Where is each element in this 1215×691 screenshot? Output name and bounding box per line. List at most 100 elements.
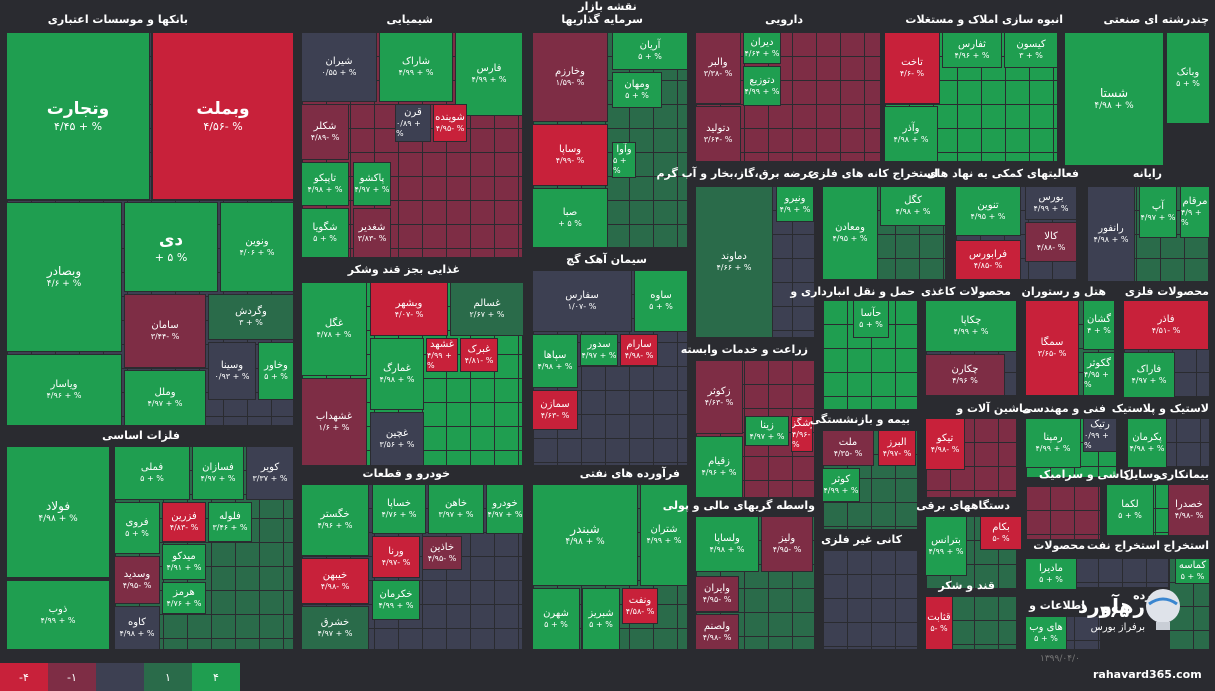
stock-cell[interactable]: فلوله ۳/۴۶ + % [208, 502, 252, 542]
stock-cell[interactable]: ولصنم ۴/۹۸- % [695, 614, 739, 650]
stock-cell[interactable]: ساوه ۵ + % [634, 270, 688, 332]
stock-cell[interactable]: خگستر ۴/۹۶ + % [301, 484, 369, 556]
stock-cell[interactable]: فسازان ۴/۹۷ + % [192, 446, 244, 500]
stock-cell[interactable]: قثابت ۵- % [925, 596, 953, 650]
stock-cell[interactable]: خاذین ۴/۹۵- % [422, 536, 462, 570]
stock-cell[interactable]: وخاور ۵ + % [258, 342, 294, 400]
stock-cell[interactable]: ولیز ۴/۹۵- % [761, 516, 813, 572]
stock-cell[interactable]: شستا ۴/۹۸ + % [1064, 32, 1164, 166]
stock-cell[interactable]: چکاپا ۴/۹۹ + % [925, 300, 1017, 352]
stock-cell[interactable]: خودرو ۴/۹۷ + % [486, 484, 524, 534]
stock-cell[interactable]: شوینده ۴/۹۵- % [433, 104, 467, 142]
stock-cell[interactable]: شیران ۰/۵۵ + % [301, 32, 377, 102]
stock-cell[interactable]: ومهان ۵ + % [612, 72, 662, 108]
stock-cell[interactable]: کالا ۴/۸۸- % [1025, 222, 1077, 262]
stock-cell[interactable]: ذوب ۴/۹۹ + % [6, 580, 110, 650]
stock-cell[interactable]: البرز ۴/۹۷- % [878, 430, 916, 466]
stock-cell[interactable]: غگل ۴/۷۸ + % [301, 282, 367, 376]
stock-cell[interactable]: خصدرا ۴/۹۸- % [1168, 484, 1210, 536]
stock-cell[interactable]: سپاها ۴/۹۸ + % [532, 334, 578, 388]
stock-cell[interactable]: ونیرو ۴/۹ + % [776, 186, 814, 222]
stock-cell[interactable]: ملت ۴/۳۵- % [822, 430, 874, 466]
stock-cell[interactable]: کاوه ۴/۹۸ + % [114, 606, 160, 650]
stock-cell[interactable]: کماسه ۵ + % [1175, 558, 1210, 584]
stock-cell[interactable]: شگویا ۵ + % [301, 208, 349, 258]
stock-cell[interactable]: رمپنا ۴/۹۹ + % [1025, 418, 1081, 468]
stock-cell[interactable]: شتران ۴/۹۹ + % [640, 484, 688, 586]
stock-cell[interactable]: وسدید ۴/۹۵- % [114, 556, 160, 604]
stock-cell[interactable]: دتولید ۳/۶۴- % [695, 106, 741, 162]
stock-cell[interactable]: زشگزا۴/۹۶- % [791, 416, 813, 452]
stock-cell[interactable]: وبشهر ۴/۰۷- % [370, 282, 448, 336]
stock-cell[interactable]: رانفور ۴/۹۸ + % [1087, 186, 1135, 282]
stock-cell[interactable]: شبندر ۴/۹۸ + % [532, 484, 638, 586]
stock-cell[interactable]: ثفارس ۴/۹۶ + % [942, 32, 1002, 68]
stock-cell[interactable]: قرن ۰/۸۹ + % [395, 104, 431, 142]
stock-cell[interactable]: غچین ۳/۵۶ + % [370, 412, 424, 466]
stock-cell[interactable]: خکرمان ۴/۹۹ + % [372, 580, 420, 620]
stock-cell[interactable]: غسالم ۲/۶۷ + % [450, 282, 524, 336]
stock-cell[interactable]: آپ ۴/۹۷ + % [1139, 186, 1177, 238]
stock-cell[interactable]: ونفت ۴/۵۸- % [622, 588, 658, 624]
stock-cell[interactable]: گشان ۴ + % [1083, 300, 1115, 350]
stock-cell[interactable]: پاکشو ۴/۹۷ + % [353, 162, 391, 206]
stock-cell[interactable]: ویاسار ۴/۹۶ + % [6, 354, 122, 426]
stock-cell[interactable]: شغدیر ۳/۸۳- % [353, 208, 391, 258]
stock-cell[interactable]: وآذر ۴/۹۸ + % [884, 106, 938, 162]
stock-cell[interactable]: غشهداب ۱/۶ + % [301, 378, 367, 466]
stock-cell[interactable]: ورنا ۴/۹۷- % [372, 536, 420, 578]
stock-cell[interactable]: کویر ۳/۳۷ + % [246, 446, 294, 500]
stock-cell[interactable]: خاهن ۳/۹۷ + % [428, 484, 484, 534]
stock-cell[interactable]: پکرمان ۴/۹۸ + % [1127, 418, 1167, 468]
stock-cell[interactable]: تنوین ۴/۹۵ + % [955, 186, 1021, 236]
stock-cell[interactable]: ولساپا ۴/۹۸ + % [695, 516, 759, 572]
stock-cell[interactable]: تاخت ۴/۶- % [884, 32, 940, 104]
stock-cell[interactable]: شاراک ۴/۹۹ + % [379, 32, 453, 102]
stock-cell[interactable]: سفارس ۱/۰۷- % [532, 270, 632, 332]
stock-cell[interactable]: زینا ۴/۹۷ + % [745, 416, 789, 446]
stock-cell[interactable]: غشهد ۴/۹۹ + % [426, 338, 458, 372]
stock-cell[interactable]: وبصادر ۴/۶ + % [6, 202, 122, 352]
stock-cell[interactable]: زکوثر ۴/۶۳- % [695, 360, 743, 434]
stock-cell[interactable]: رتیک ۰/۹۹ + % [1083, 418, 1117, 452]
stock-cell[interactable]: بترانس ۴/۹۹ + % [925, 516, 967, 576]
stock-cell[interactable]: وسینا ۰/۹۳ + % [208, 342, 256, 400]
stock-cell[interactable]: شبریز ۵ + % [582, 588, 620, 650]
stock-cell[interactable]: شکلر ۴/۸۹- % [301, 104, 349, 160]
stock-cell[interactable]: کوثر ۴/۹۹ + % [822, 468, 860, 502]
stock-cell[interactable]: وایران ۴/۹۵- % [695, 576, 739, 612]
stock-cell[interactable]: دیران ۴/۶۴ + % [743, 32, 781, 64]
stock-cell[interactable]: غبرک ۴/۸۱- % [460, 338, 498, 372]
stock-cell[interactable]: تاپیکو ۴/۹۸ + % [301, 162, 349, 206]
stock-cell[interactable]: سمگا ۳/۶۵- % [1025, 300, 1079, 396]
stock-cell[interactable]: بکام ۵- % [980, 516, 1022, 550]
stock-cell[interactable]: غمارگ ۴/۹۸ + % [370, 338, 424, 410]
stock-cell[interactable]: مادیرا ۵ + % [1025, 558, 1077, 590]
stock-cell[interactable]: وساپا ۴/۹۹- % [532, 124, 608, 186]
stock-cell[interactable]: سمازن ۴/۶۳- % [532, 390, 578, 430]
stock-cell[interactable]: دی + ۵ % [124, 202, 218, 292]
stock-cell[interactable]: فاراک ۴/۹۷ + % [1123, 352, 1175, 398]
stock-cell[interactable]: دتوزیع ۴/۹۹ + % [743, 66, 781, 106]
stock-cell[interactable]: چکارن ۴/۹۶ % [925, 354, 1005, 396]
stock-cell[interactable]: ومعادن ۴/۹۵ + % [822, 186, 878, 280]
stock-cell[interactable]: شهرن ۵ + % [532, 588, 580, 650]
stock-cell[interactable]: خیبهن ۴/۹۸- % [301, 558, 369, 604]
stock-cell[interactable]: لکما ۵ + % [1106, 484, 1154, 536]
stock-cell[interactable]: خساپا ۴/۷۶ + % [372, 484, 426, 534]
stock-cell[interactable]: میدکو ۴/۹۱ + % [162, 544, 206, 580]
stock-cell[interactable]: کگل ۴/۹۸ + % [880, 186, 946, 226]
stock-cell[interactable]: سدور ۴/۹۷ + % [580, 334, 618, 366]
stock-cell[interactable]: گکوثر ۴/۹۵ + % [1083, 352, 1115, 396]
stock-cell[interactable]: وبانک ۵ + % [1166, 32, 1210, 124]
stock-cell[interactable]: فاذر ۴/۵۱- % [1123, 300, 1209, 350]
stock-cell[interactable]: وتجارت ۴/۴۵ + % [6, 32, 150, 200]
stock-cell[interactable]: وآوا ۵ + % [612, 142, 636, 178]
stock-cell[interactable]: فارس ۴/۹۹ + % [455, 32, 523, 116]
stock-cell[interactable]: صبا + ۵ % [532, 188, 608, 248]
stock-cell[interactable]: های وب ۵ + % [1025, 616, 1067, 650]
stock-cell[interactable]: آریان ۵ + % [612, 32, 688, 70]
stock-cell[interactable]: وگردش ۳ + % [208, 294, 294, 340]
stock-cell[interactable]: والبر ۳/۳۸- % [695, 32, 741, 104]
stock-cell[interactable]: تیکو ۴/۹۸- % [925, 418, 965, 470]
